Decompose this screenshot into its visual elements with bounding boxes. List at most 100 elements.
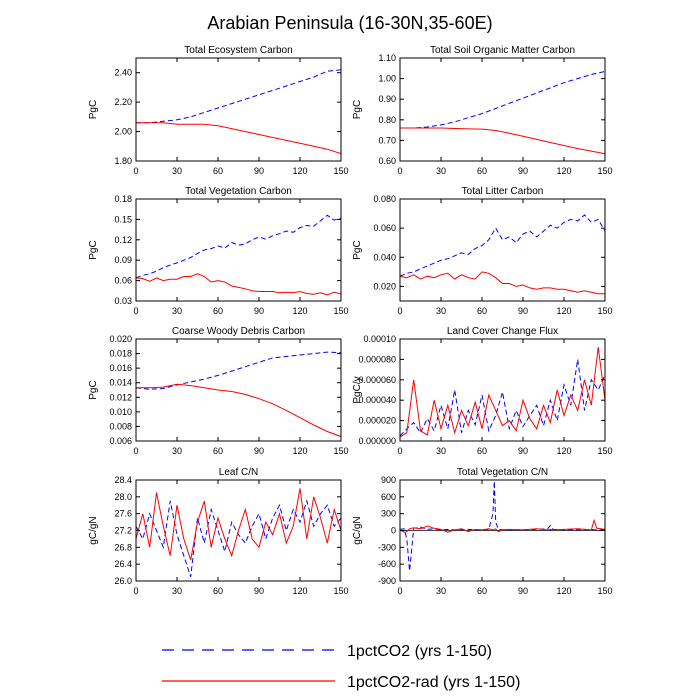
x-tick-label: 30 [436, 586, 446, 596]
x-tick-label: 150 [597, 306, 612, 316]
y-tick-label: 26.4 [114, 559, 132, 569]
x-tick-label: 0 [133, 166, 138, 176]
panel-title: Land Cover Change Flux [447, 326, 558, 337]
y-tick-label: 0 [391, 526, 396, 536]
x-tick-label: 150 [333, 166, 348, 176]
y-tick-label: 0.012 [109, 392, 132, 402]
y-axis-label: PgC/y [352, 376, 363, 403]
legend-label: 1pctCO2 (yrs 1-150) [347, 643, 492, 660]
y-tick-label: 2.40 [114, 68, 132, 78]
y-tick-label: 0.18 [114, 194, 132, 204]
y-tick-label: 0.90 [378, 94, 396, 104]
series-line [399, 271, 605, 295]
y-tick-label: 0.014 [109, 378, 132, 388]
x-tick-label: 120 [556, 446, 571, 456]
panel-title: Coarse Woody Debris Carbon [172, 326, 305, 337]
y-tick-label: 0.006 [109, 436, 132, 446]
y-tick-label: -900 [378, 576, 396, 586]
x-tick-label: 120 [292, 306, 307, 316]
series-line [136, 69, 342, 124]
x-tick-label: 120 [556, 586, 571, 596]
chart-panel: Leaf C/N gC/gN 0 30 60 90 120 150 26.0 26.4 26.8 27… [88, 467, 349, 596]
y-tick-label: 0.000020 [358, 416, 396, 426]
x-tick-label: 30 [172, 166, 182, 176]
y-tick-label: 0.03 [114, 296, 132, 306]
chart-panel: Total Ecosystem Carbon PgC 0 30 60 90 120 150 1.… [88, 45, 349, 176]
x-tick-label: 150 [597, 446, 612, 456]
x-tick-label: 0 [397, 166, 402, 176]
series-line [136, 383, 342, 438]
plot-frame [399, 338, 606, 442]
x-tick-label: 90 [518, 306, 528, 316]
plot-frame [399, 198, 606, 302]
y-tick-label: -600 [378, 559, 396, 569]
panel-title: Leaf C/N [219, 467, 258, 478]
y-tick-label: 28.0 [114, 492, 132, 502]
y-tick-label: 0.60 [378, 156, 396, 166]
panel-title: Total Soil Organic Matter Carbon [430, 45, 575, 56]
series-line [136, 122, 342, 155]
series-line [399, 518, 606, 533]
x-tick-label: 60 [213, 586, 223, 596]
y-tick-label: 300 [381, 509, 396, 519]
y-tick-label: 0.016 [109, 363, 132, 373]
chart-panel: Total Vegetation C/N gC/gN 0 30 60 90 120 150 -9… [352, 467, 613, 596]
panel-title: Total Vegetation Carbon [185, 186, 292, 197]
x-tick-label: 120 [292, 166, 307, 176]
x-tick-label: 60 [477, 306, 487, 316]
x-tick-label: 60 [477, 586, 487, 596]
plot-frame [135, 57, 342, 162]
y-tick-label: 26.8 [114, 542, 132, 552]
x-tick-label: 90 [518, 166, 528, 176]
y-axis-label: PgC [88, 100, 99, 119]
plot-frame [399, 57, 606, 162]
x-tick-label: 0 [133, 306, 138, 316]
y-tick-label: 0.15 [114, 214, 132, 224]
series-line [135, 488, 342, 561]
x-tick-label: 90 [254, 446, 264, 456]
y-tick-label: 0.020 [373, 281, 396, 291]
x-tick-label: 60 [477, 166, 487, 176]
x-tick-label: 120 [292, 586, 307, 596]
y-tick-label: 0.12 [114, 235, 132, 245]
series-line [135, 214, 342, 279]
x-tick-label: 120 [292, 446, 307, 456]
y-tick-label: 0.000000 [358, 436, 396, 446]
y-tick-label: 0.010 [109, 407, 132, 417]
series-line [399, 214, 606, 277]
x-tick-label: 90 [518, 446, 528, 456]
panel-title: Total Ecosystem Carbon [184, 45, 292, 56]
legend: 1pctCO2 (yrs 1-150) 1pctCO2-rad (yrs 1-1… [162, 643, 520, 691]
x-tick-label: 30 [172, 586, 182, 596]
chart-panel: Total Litter Carbon PgC 0 30 60 90 120 150 0.020… [352, 186, 613, 316]
y-tick-label: 1.10 [378, 53, 396, 63]
y-tick-label: 0.70 [378, 135, 396, 145]
x-tick-label: 120 [556, 306, 571, 316]
x-tick-label: 0 [133, 446, 138, 456]
x-tick-label: 30 [172, 306, 182, 316]
y-tick-label: 0.040 [373, 252, 396, 262]
x-tick-label: 0 [397, 446, 402, 456]
chart-panel: Land Cover Change Flux PgC/y 0 30 60 90 120 150… [352, 326, 613, 456]
x-tick-label: 150 [333, 446, 348, 456]
x-tick-label: 60 [213, 306, 223, 316]
x-tick-label: 150 [333, 586, 348, 596]
y-tick-label: 600 [381, 492, 396, 502]
y-tick-label: 0.09 [114, 255, 132, 265]
series-line [135, 499, 342, 577]
legend-item: 1pctCO2 (yrs 1-150) [162, 643, 492, 660]
y-tick-label: 1.80 [114, 156, 132, 166]
x-tick-label: 60 [213, 166, 223, 176]
x-tick-label: 30 [436, 306, 446, 316]
y-tick-label: 26.0 [114, 576, 132, 586]
x-tick-label: 150 [597, 166, 612, 176]
series-line [399, 359, 606, 437]
plot-frame [135, 198, 342, 302]
x-tick-label: 0 [397, 586, 402, 596]
x-tick-label: 90 [254, 306, 264, 316]
y-tick-label: 0.020 [109, 334, 132, 344]
y-tick-label: -300 [378, 542, 396, 552]
y-axis-label: PgC [352, 240, 363, 259]
y-tick-label: 0.000080 [358, 354, 396, 364]
x-tick-label: 150 [333, 306, 348, 316]
